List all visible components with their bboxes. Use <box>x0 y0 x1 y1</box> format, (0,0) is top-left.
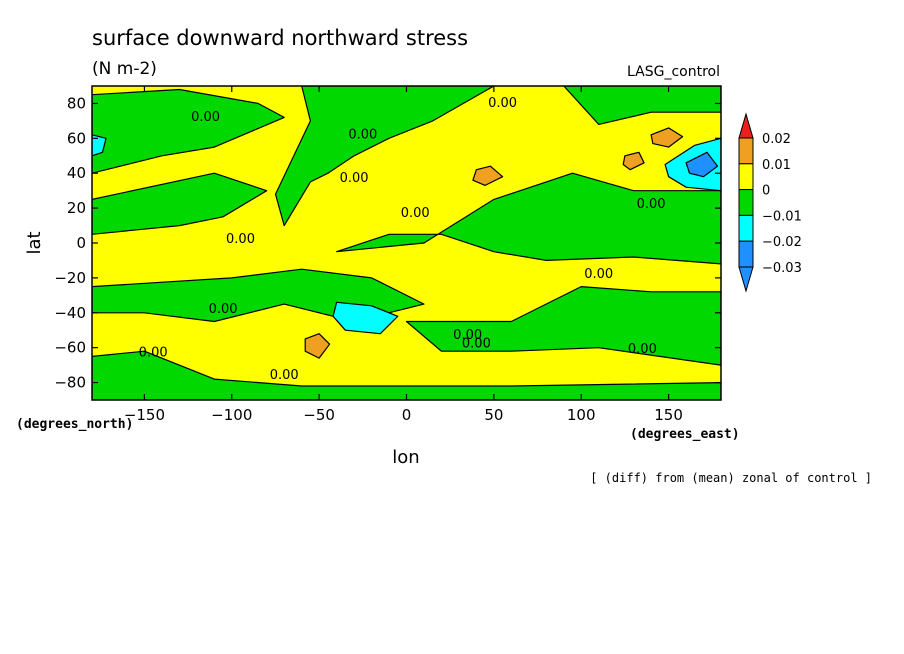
contour-label: 0.00 <box>488 96 517 111</box>
y-tick-label: 60 <box>67 129 86 147</box>
contour-label: 0.00 <box>628 342 657 357</box>
x-axis: −150 −100 −50 0 50 100 150 <box>124 86 683 424</box>
x-tick-label: −50 <box>303 406 335 424</box>
colorbar-bottom-triangle <box>738 266 754 293</box>
y-axis-label: lat <box>24 231 45 254</box>
contour-region-2 <box>563 86 721 126</box>
colorbar-box <box>738 240 754 268</box>
colorbar-label: 0.01 <box>762 158 791 173</box>
contour-region-3 <box>92 172 268 235</box>
colorbar-label: −0.03 <box>762 261 802 276</box>
contour-label: 0.00 <box>340 171 369 186</box>
x-units-label: (degrees_east) <box>630 427 740 442</box>
colorbar-label: −0.02 <box>762 235 802 250</box>
colorbar-box <box>738 214 754 242</box>
colorbar-label: 0 <box>762 184 770 199</box>
contour-region-15 <box>472 165 504 186</box>
contour-region-13 <box>650 127 684 148</box>
contour-region-12 <box>304 333 331 359</box>
colorbar-label: 0.02 <box>762 132 791 147</box>
contour-region-7 <box>92 350 721 400</box>
contour-label: 0.00 <box>226 232 255 247</box>
contour-region-9 <box>92 134 107 157</box>
contour-region-4 <box>336 172 721 265</box>
model-label: LASG_control <box>627 64 720 80</box>
contour-label: 0.00 <box>453 328 482 343</box>
y-axis: −80 −60 −40 −20 0 20 40 60 80 <box>54 94 721 392</box>
x-tick-label: 0 <box>402 406 412 424</box>
y-tick-label: −20 <box>54 269 86 287</box>
contour-label: 0.00 <box>401 206 430 221</box>
contour-label: 0.00 <box>139 345 168 360</box>
contour-label: 0.00 <box>209 302 238 317</box>
colorbar-box <box>738 163 754 191</box>
x-axis-label: lon <box>392 447 419 468</box>
x-tick-label: −150 <box>124 406 165 424</box>
y-tick-label: −80 <box>54 374 86 392</box>
chart-units: (N m-2) <box>92 59 157 79</box>
contour-label: 0.00 <box>270 368 299 383</box>
chart-title: surface downward northward stress <box>92 26 468 50</box>
contour-region-0 <box>92 88 285 174</box>
x-tick-label: 50 <box>484 406 503 424</box>
x-tick-label: 100 <box>567 406 596 424</box>
contour-label: 0.00 <box>462 337 491 352</box>
contour-label: 0.00 <box>637 197 666 212</box>
contour-label: 0.00 <box>191 110 220 125</box>
contour-region-1 <box>274 86 495 227</box>
contour-label: 0.00 <box>584 267 613 282</box>
y-tick-label: 80 <box>67 94 86 112</box>
x-tick-label: 150 <box>654 406 683 424</box>
colorbar-box <box>738 189 754 216</box>
contour-label: 0.00 <box>348 127 377 142</box>
colorbar: 0.02 0.01 0 −0.01 −0.02 −0.03 <box>738 112 802 293</box>
y-tick-label: 40 <box>67 164 86 182</box>
contour-region-11 <box>685 151 719 178</box>
y-tick-label: −60 <box>54 339 86 357</box>
contour-region-6 <box>405 286 721 366</box>
contour-region-14 <box>622 151 645 171</box>
y-tick-label: 20 <box>67 199 86 217</box>
colorbar-label: −0.01 <box>762 209 802 224</box>
y-tick-label: −40 <box>54 304 86 322</box>
y-units-label: (degrees_north) <box>16 417 133 432</box>
contour-region-8 <box>332 301 399 335</box>
footnote: [ (diff) from (mean) zonal of control ] <box>590 471 872 485</box>
y-tick-label: 0 <box>76 234 86 252</box>
x-tick-label: −100 <box>211 406 252 424</box>
colorbar-top-triangle <box>738 112 754 139</box>
plot-area: 0.000.000.000.000.000.000.000.000.000.00… <box>92 86 721 400</box>
colorbar-box <box>738 137 754 165</box>
